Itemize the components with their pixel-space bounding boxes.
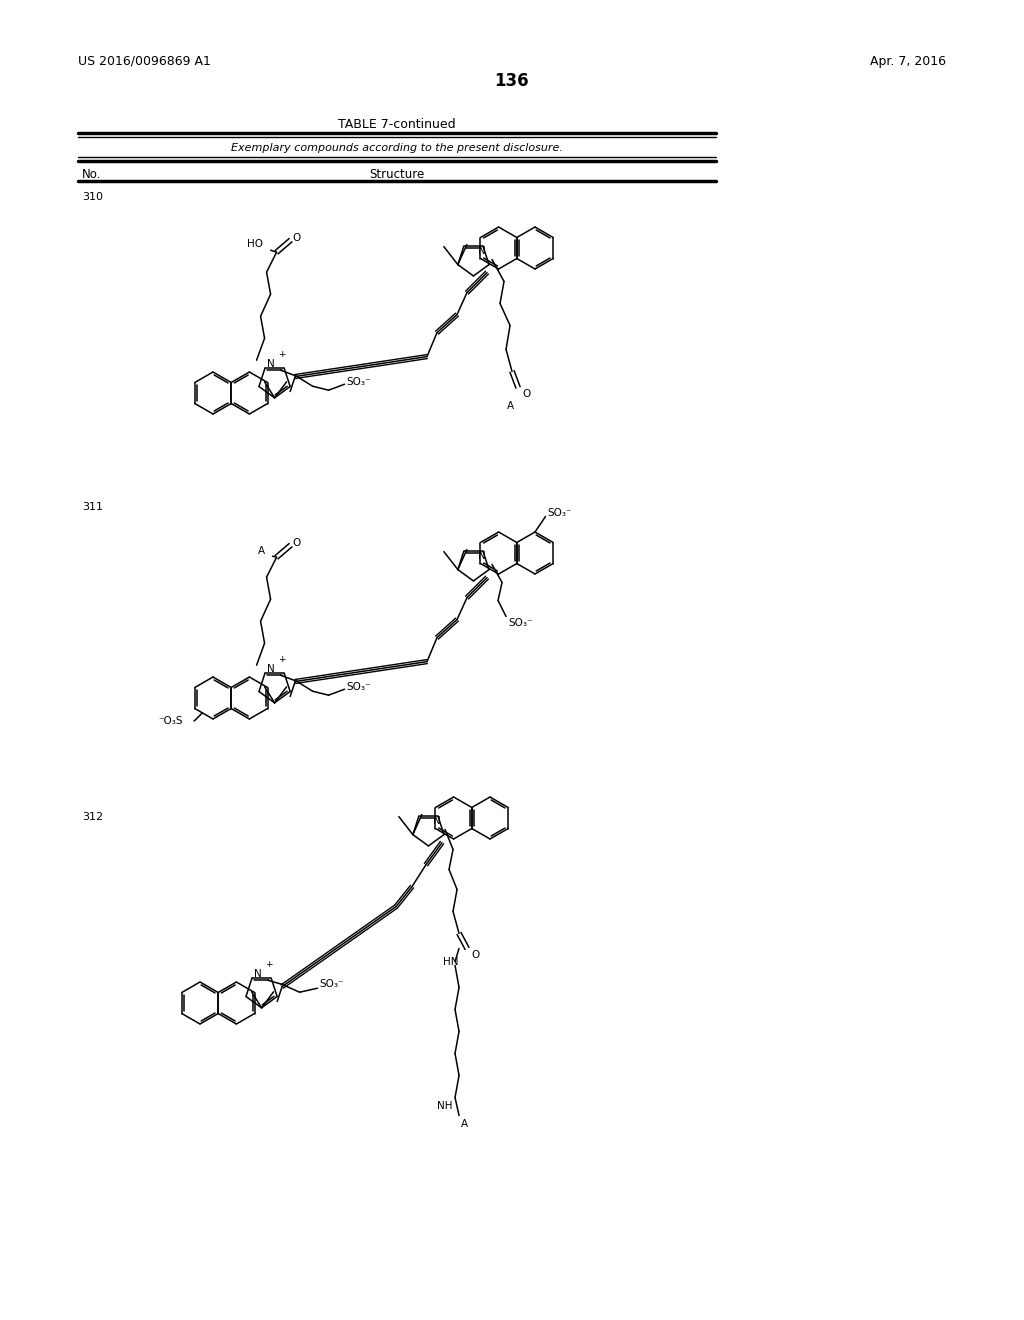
Text: N: N [254, 969, 261, 979]
Text: SO₃⁻: SO₃⁻ [346, 378, 371, 387]
Text: SO₃⁻: SO₃⁻ [319, 979, 344, 989]
Text: O: O [293, 234, 301, 243]
Text: N: N [478, 247, 486, 256]
Text: ⁻O₃S: ⁻O₃S [158, 715, 182, 726]
Text: SO₃⁻: SO₃⁻ [346, 682, 371, 692]
Text: NH: NH [437, 1101, 453, 1111]
Text: 311: 311 [82, 502, 103, 512]
Text: Structure: Structure [370, 168, 425, 181]
Text: O: O [293, 539, 301, 548]
Text: HN: HN [443, 957, 459, 968]
Text: 310: 310 [82, 191, 103, 202]
Text: No.: No. [82, 168, 101, 181]
Text: O: O [522, 389, 530, 400]
Text: A: A [507, 401, 514, 412]
Text: Apr. 7, 2016: Apr. 7, 2016 [870, 55, 946, 69]
Text: SO₃⁻: SO₃⁻ [508, 619, 532, 628]
Text: N: N [433, 817, 441, 826]
Text: N: N [266, 664, 274, 675]
Text: Exemplary compounds according to the present disclosure.: Exemplary compounds according to the pre… [231, 143, 563, 153]
Text: +: + [279, 655, 286, 664]
Text: +: + [279, 350, 286, 359]
Text: 312: 312 [82, 812, 103, 822]
Text: N: N [478, 552, 486, 561]
Text: HO: HO [247, 239, 262, 249]
Text: +: + [265, 960, 273, 969]
Text: A: A [257, 546, 264, 556]
Text: SO₃⁻: SO₃⁻ [548, 508, 572, 519]
Text: A: A [461, 1119, 468, 1130]
Text: TABLE 7-continued: TABLE 7-continued [338, 117, 456, 131]
Text: US 2016/0096869 A1: US 2016/0096869 A1 [78, 55, 211, 69]
Text: N: N [266, 359, 274, 370]
Text: O: O [471, 950, 479, 961]
Text: 136: 136 [495, 73, 529, 90]
